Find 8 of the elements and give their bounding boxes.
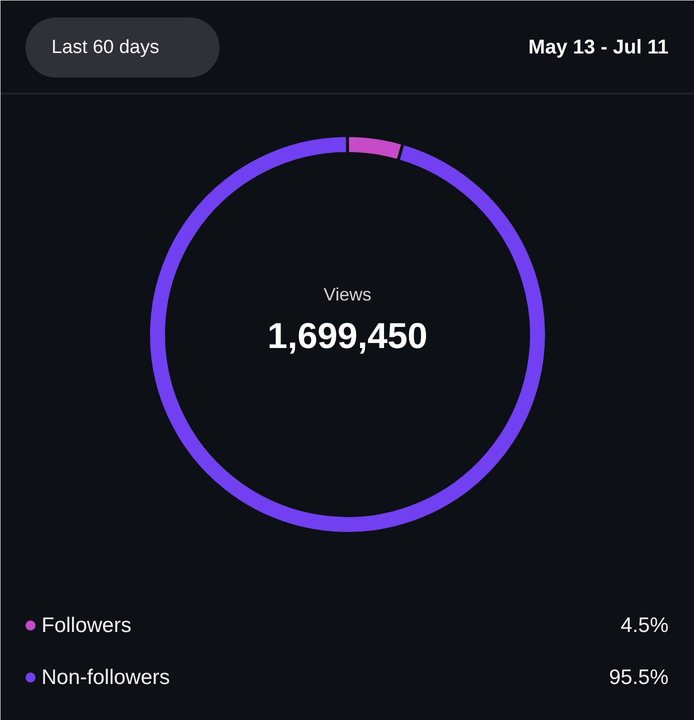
text: May 13 - Jul 11 <box>528 36 668 58</box>
text: 1,699,450 <box>267 315 428 356</box>
legend-label: Non-followers <box>42 666 170 689</box>
text: Last 60 days <box>52 37 160 58</box>
legend-label: Followers <box>42 614 132 637</box>
data-label: 4.5% <box>620 614 669 637</box>
data-label: 95.5% <box>608 666 668 689</box>
text: Views <box>324 284 372 304</box>
